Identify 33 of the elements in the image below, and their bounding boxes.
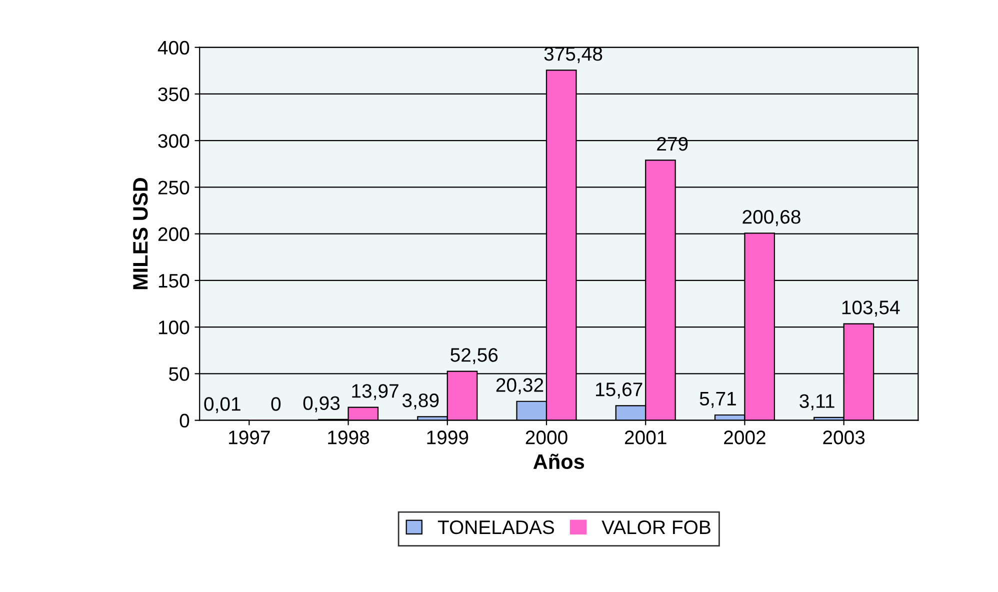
x-tick-label: 1999 [427, 430, 468, 444]
y-axis-title: MILES USD [133, 178, 148, 290]
data-label: 3,89 [402, 393, 439, 410]
x-tick-label: 2003 [823, 430, 865, 444]
y-tick-label: 250 [158, 180, 190, 194]
data-label: 0,01 [204, 397, 240, 414]
x-tick-label: 2002 [724, 430, 766, 444]
data-label: 20,32 [496, 378, 544, 394]
x-tick-label: 1997 [229, 430, 270, 444]
x-tick-label: 2000 [526, 430, 568, 444]
y-tick-label: 50 [169, 367, 190, 381]
y-tick-label: 300 [158, 134, 190, 148]
x-axis-title: Años [533, 454, 584, 470]
y-tick-label: 350 [158, 87, 190, 102]
x-tick-label: 2001 [624, 430, 666, 444]
y-tick-label: 400 [158, 40, 190, 55]
data-label: 5,71 [700, 392, 736, 408]
y-tick-label: 150 [158, 274, 190, 288]
x-tick-label: 1998 [328, 430, 370, 444]
data-label: 103,54 [842, 300, 900, 317]
y-tick-label: 0 [180, 414, 190, 428]
data-label: 15,67 [596, 382, 642, 399]
data-label: 13,97 [352, 384, 398, 400]
legend-label: VALOR FOB [602, 520, 710, 534]
y-tick-label: 200 [158, 227, 190, 242]
data-label: 3,11 [800, 394, 834, 410]
y-tick-label: 100 [158, 320, 190, 334]
legend-label: TONELADAS [438, 520, 554, 534]
data-label: 200,68 [742, 210, 800, 226]
data-label: 52,56 [450, 348, 498, 364]
data-label: 0 [271, 397, 281, 411]
data-label: 0,93 [303, 396, 340, 412]
data-label: 375,48 [544, 47, 602, 64]
